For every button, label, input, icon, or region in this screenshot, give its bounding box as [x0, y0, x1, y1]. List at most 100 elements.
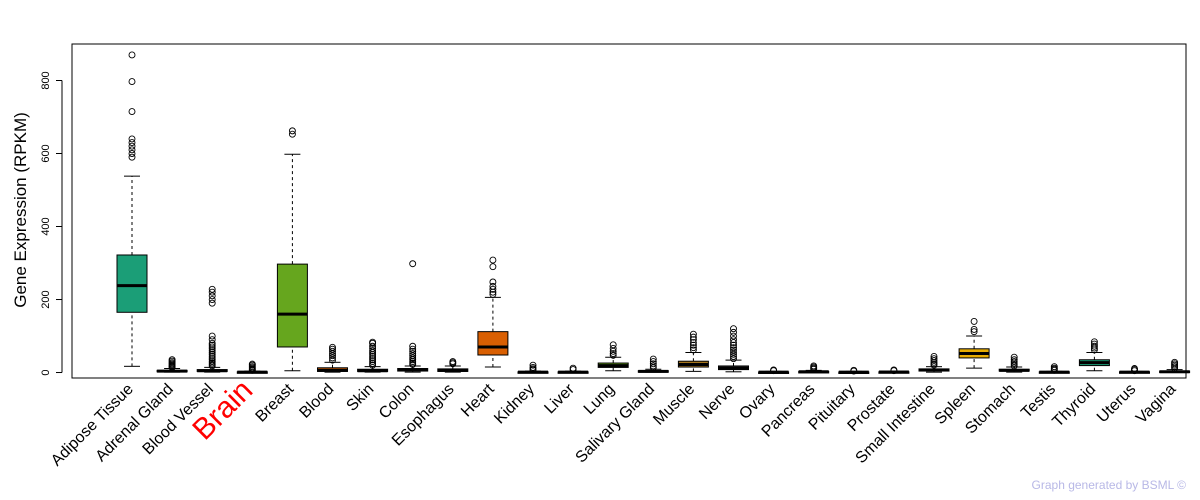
x-tick-label-liver: Liver: [541, 380, 578, 417]
outlier-point: [1090, 338, 1098, 346]
outlier-point: [730, 353, 737, 360]
outlier-point: [489, 263, 497, 271]
outlier-point: [609, 347, 617, 355]
outlier-point: [329, 347, 336, 355]
outlier-point: [529, 361, 537, 369]
outlier-point: [689, 330, 697, 338]
outlier-point: [529, 363, 537, 371]
box-testis: [1038, 363, 1070, 374]
outlier-point: [730, 346, 737, 354]
outlier-point: [208, 352, 216, 360]
outlier-point: [128, 150, 136, 157]
footer-credit: Graph generated by BSML ©: [1031, 478, 1186, 492]
y-tick-label: 600: [40, 144, 52, 162]
box-thyroid: [1078, 338, 1110, 372]
outlier-point: [689, 341, 697, 349]
outlier-point: [689, 336, 697, 344]
outlier-point: [369, 356, 377, 364]
box-esophagus: [437, 358, 469, 373]
outlier-point: [609, 351, 617, 359]
box-colon: [397, 260, 429, 373]
outlier-point: [369, 354, 377, 362]
outlier-point: [930, 357, 938, 364]
outlier-point: [689, 333, 697, 341]
outlier-point: [208, 288, 216, 296]
x-tick-label-nerve: Nerve: [696, 381, 738, 423]
outlier-point: [409, 260, 417, 268]
outlier-point: [128, 153, 136, 161]
outlier-point: [208, 345, 216, 353]
outlier-point: [770, 366, 778, 374]
outlier-point: [128, 146, 136, 154]
outlier-point: [329, 354, 336, 362]
outlier-point: [369, 358, 377, 366]
outlier-point: [208, 354, 216, 362]
box-pituitary: [838, 366, 870, 375]
outlier-point: [890, 366, 898, 374]
outlier-point: [128, 51, 136, 59]
outlier-point: [409, 347, 417, 355]
box-muscle: [677, 330, 709, 372]
x-tick-label-blood: Blood: [296, 381, 337, 422]
outlier-point: [609, 350, 617, 357]
outlier-point: [128, 135, 136, 143]
outlier-point: [208, 358, 216, 366]
outlier-point: [970, 317, 978, 325]
outlier-point: [1090, 340, 1098, 348]
outlier-point: [449, 358, 457, 366]
y-tick-label: 800: [40, 71, 52, 89]
outlier-point: [730, 350, 737, 358]
outlier-point: [248, 360, 256, 368]
outlier-point: [1050, 363, 1058, 371]
outlier-point: [409, 345, 417, 353]
outlier-point: [730, 355, 737, 363]
outlier-point: [208, 299, 216, 307]
plot-frame: [71, 43, 1187, 379]
outlier-point: [810, 362, 818, 370]
outlier-point: [730, 341, 737, 349]
outlier-point: [930, 353, 938, 360]
outlier-point: [208, 341, 216, 349]
outlier-point: [689, 344, 697, 352]
outlier-point: [489, 256, 497, 264]
outlier-point: [329, 352, 336, 360]
outlier-point: [1171, 358, 1179, 366]
outlier-point: [930, 355, 938, 363]
y-tick-label: 200: [40, 290, 52, 308]
outlier-point: [208, 350, 216, 358]
outlier-point: [409, 342, 417, 350]
outlier-point: [1010, 358, 1018, 366]
outlier-point: [208, 356, 216, 364]
outlier-point: [649, 360, 657, 368]
box-skin: [357, 338, 389, 373]
outlier-point: [1010, 353, 1018, 361]
outlier-point: [649, 355, 657, 363]
outlier-point: [1090, 342, 1098, 350]
outlier-point: [649, 358, 657, 366]
outlier-point: [288, 127, 296, 135]
box-ovary: [758, 366, 790, 375]
iqr-box: [116, 254, 148, 313]
outlier-point: [730, 348, 737, 356]
x-tick-label-thyroid: Thyroid: [1049, 381, 1099, 431]
outlier-point: [208, 296, 216, 303]
x-tick-label-uterus: Uterus: [1094, 381, 1139, 426]
outlier-point: [128, 142, 136, 150]
outlier-point: [489, 278, 497, 286]
outlier-point: [369, 359, 377, 367]
outlier-point: [970, 328, 978, 336]
outlier-point: [689, 339, 697, 347]
box-spleen: [958, 317, 990, 369]
outlier-point: [208, 343, 216, 351]
outlier-point: [369, 342, 377, 350]
x-tick-label-muscle: Muscle: [650, 381, 698, 429]
outlier-point: [208, 332, 216, 340]
outlier-point: [850, 366, 858, 374]
outlier-point: [489, 282, 497, 290]
outlier-point: [730, 336, 737, 344]
box-breast: [276, 127, 308, 372]
box-brain: [236, 360, 268, 374]
x-tick-label-vagina: Vagina: [1133, 381, 1179, 427]
outlier-point: [329, 343, 336, 351]
outlier-point: [208, 292, 216, 300]
